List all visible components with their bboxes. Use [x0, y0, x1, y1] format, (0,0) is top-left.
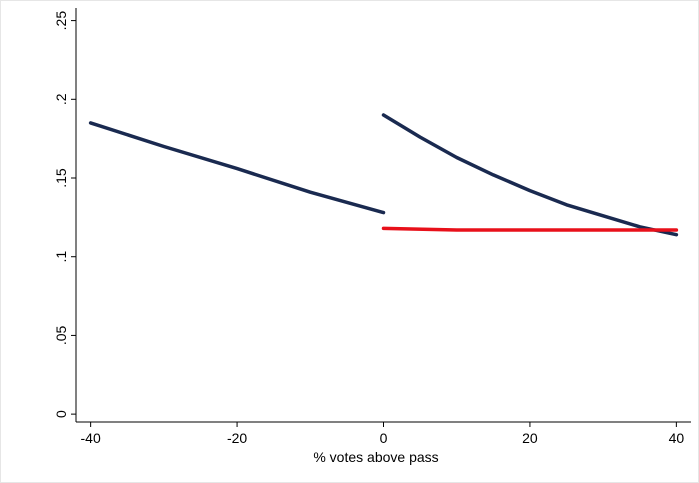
x-axis-title: % votes above pass — [313, 449, 438, 465]
y-tick-label: 0 — [53, 410, 69, 418]
series-line-1 — [88, 121, 386, 215]
series-line-2 — [381, 113, 679, 237]
x-tick-label: 20 — [522, 430, 538, 446]
y-tick-label: .15 — [53, 168, 69, 188]
y-tick-label: .1 — [53, 251, 69, 263]
x-tick-label: -20 — [227, 430, 247, 446]
x-tick-label: -40 — [81, 430, 101, 446]
series-layer — [88, 113, 679, 237]
plot-area — [76, 8, 691, 422]
x-tick-label: 40 — [669, 430, 685, 446]
y-tick-label: .2 — [53, 93, 69, 105]
axes-layer: -40 -20 0 20 40 0 .05 .1 .15 .2 .25 — [53, 8, 691, 446]
y-tick-label: .05 — [53, 325, 69, 345]
series-line-3 — [381, 226, 679, 232]
y-tick-label: .25 — [53, 11, 69, 31]
x-tick-label: 0 — [380, 430, 388, 446]
